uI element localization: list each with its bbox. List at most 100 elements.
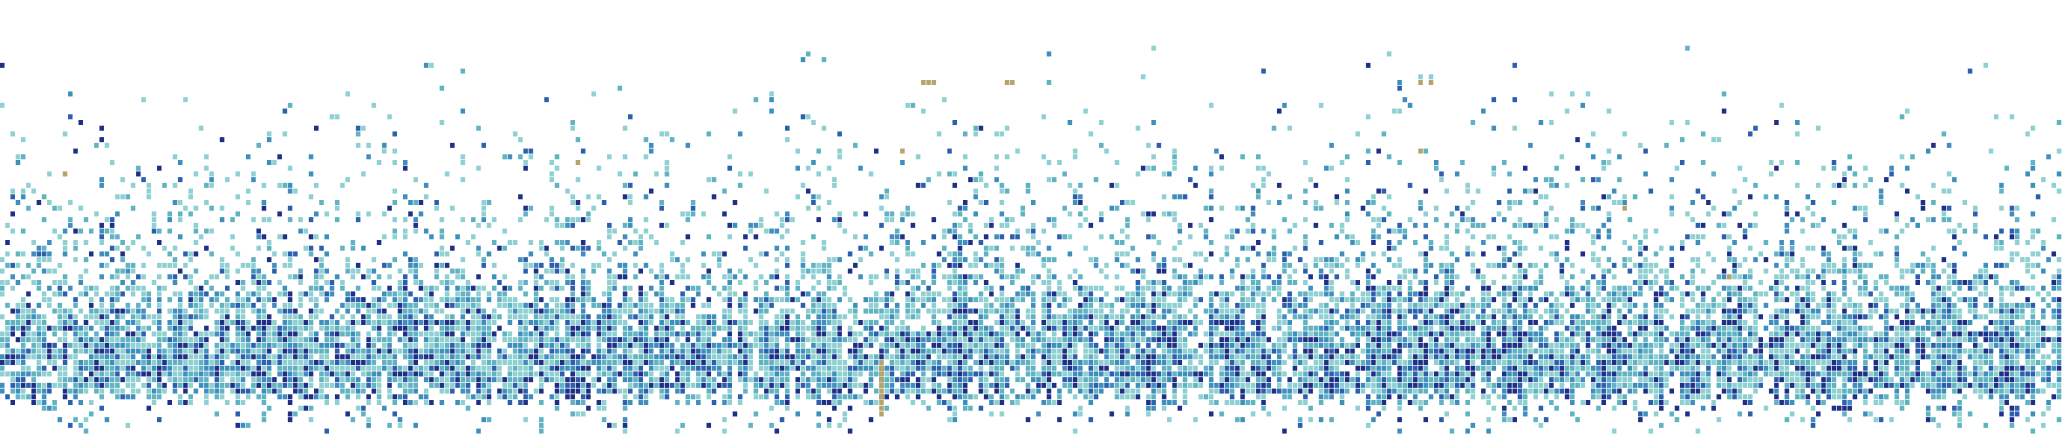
heatmap-cell <box>1878 251 1884 257</box>
heatmap-cell <box>837 297 842 303</box>
heatmap-cell <box>1721 285 1727 291</box>
heatmap-cell <box>910 285 916 291</box>
heatmap-cell <box>816 217 821 223</box>
heatmap-cell <box>1475 188 1481 194</box>
heatmap-cell <box>261 217 267 223</box>
heatmap-cell <box>1015 148 1020 154</box>
heatmap-cell <box>157 165 162 171</box>
heatmap-cell <box>554 280 560 286</box>
heatmap-cell <box>1318 240 1324 246</box>
heatmap-cell <box>1774 320 1779 326</box>
heatmap-cell <box>1418 251 1423 257</box>
heatmap-cell <box>785 325 790 331</box>
heatmap-cell <box>1036 331 1041 337</box>
heatmap-cell <box>1449 302 1455 308</box>
heatmap-cell <box>1078 331 1083 337</box>
heatmap-cell <box>1543 217 1549 223</box>
heatmap-cell <box>1423 285 1429 291</box>
heatmap-cell <box>1721 274 1727 280</box>
heatmap-cell <box>554 337 560 343</box>
heatmap-cell <box>596 194 602 200</box>
heatmap-cell <box>1444 314 1449 320</box>
heatmap-cell <box>235 251 241 257</box>
heatmap-cell <box>198 314 204 320</box>
heatmap-cell <box>785 211 790 217</box>
heatmap-cell <box>177 297 183 303</box>
heatmap-cell <box>172 308 178 314</box>
heatmap-cell <box>361 274 366 280</box>
heatmap-cell <box>1214 148 1219 154</box>
heatmap-cell <box>109 302 115 308</box>
heatmap-cell <box>1031 331 1036 337</box>
heatmap-cell <box>1219 291 1224 297</box>
heatmap-cell <box>130 285 136 291</box>
heatmap-cell <box>225 177 230 183</box>
heatmap-cell <box>287 308 293 314</box>
heatmap-cell <box>1046 217 1052 223</box>
heatmap-cell <box>575 217 581 223</box>
heatmap-cell <box>151 211 157 217</box>
heatmap-cell <box>1993 240 1999 246</box>
heatmap-cell <box>1282 257 1287 263</box>
heatmap-cell <box>1549 234 1554 240</box>
heatmap-cell <box>1135 302 1141 308</box>
heatmap-cell <box>1114 325 1120 331</box>
heatmap-cell <box>167 217 172 223</box>
heatmap-cell <box>591 320 596 326</box>
heatmap-cell <box>1172 148 1177 154</box>
heatmap-cell <box>706 268 712 274</box>
heatmap-cell <box>366 342 371 348</box>
heatmap-cell <box>968 325 973 331</box>
heatmap-cell <box>293 314 298 320</box>
heatmap-cell <box>957 222 963 228</box>
heatmap-cell <box>1585 337 1591 343</box>
heatmap-cell <box>1742 308 1748 314</box>
heatmap-cell <box>983 262 989 268</box>
heatmap-cell <box>1245 228 1251 234</box>
heatmap-cell <box>1125 297 1130 303</box>
heatmap-cell <box>622 154 628 160</box>
heatmap-cell <box>983 285 989 291</box>
heatmap-cell <box>1355 308 1361 314</box>
heatmap-cell <box>1324 257 1329 263</box>
heatmap-cell <box>994 131 999 137</box>
heatmap-cell <box>1177 325 1183 331</box>
heatmap-cell <box>659 331 664 337</box>
heatmap-cell <box>785 274 790 280</box>
heatmap-cell <box>1172 337 1177 343</box>
heatmap-cell <box>800 57 806 63</box>
heatmap-cell <box>78 120 84 126</box>
heatmap-cell <box>20 337 26 343</box>
heatmap-cell <box>607 308 612 314</box>
heatmap-cell <box>889 240 895 246</box>
heatmap-cell <box>706 331 712 337</box>
heatmap-cell <box>785 262 790 268</box>
heatmap-cell <box>303 337 309 343</box>
heatmap-cell <box>1041 228 1046 234</box>
heatmap-cell <box>690 302 696 308</box>
heatmap-cell <box>523 280 528 286</box>
heatmap-cell <box>1517 274 1523 280</box>
heatmap-cell <box>1036 274 1041 280</box>
heatmap-cell <box>219 217 225 223</box>
heatmap-cell <box>439 337 445 343</box>
heatmap-cell <box>1303 297 1308 303</box>
heatmap-cell <box>628 331 633 337</box>
heatmap-cell <box>853 314 858 320</box>
heatmap-cell <box>402 217 408 223</box>
heatmap-cell <box>1266 291 1272 297</box>
heatmap-cell <box>664 274 670 280</box>
heatmap-cell <box>47 342 52 348</box>
heatmap-cell <box>1596 262 1601 268</box>
heatmap-cell <box>894 331 900 337</box>
heatmap-cell <box>1737 285 1743 291</box>
heatmap-cell <box>481 314 487 320</box>
heatmap-cell <box>1611 188 1617 194</box>
heatmap-cell <box>256 337 261 343</box>
heatmap-cell <box>1779 240 1784 246</box>
heatmap-cell <box>1449 262 1455 268</box>
heatmap-cell <box>350 302 356 308</box>
heatmap-cell <box>460 217 466 223</box>
heatmap-cell <box>334 200 340 206</box>
heatmap-cell <box>1057 285 1062 291</box>
